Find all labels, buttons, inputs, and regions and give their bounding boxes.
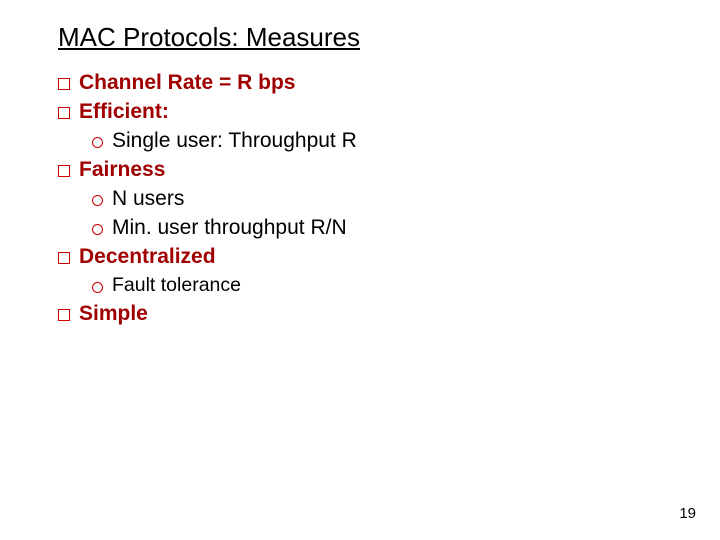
circle-bullet-icon bbox=[92, 224, 103, 235]
bullet-efficient: Efficient: bbox=[58, 100, 662, 124]
bullet-text: Simple bbox=[79, 302, 148, 326]
subbullet-text: Single user: Throughput R bbox=[112, 129, 357, 153]
subbullet-n-users: N users bbox=[92, 187, 662, 211]
bullet-simple: Simple bbox=[58, 302, 662, 326]
subbullet-min-user: Min. user throughput R/N bbox=[92, 216, 662, 240]
subbullet-text: Min. user throughput R/N bbox=[112, 216, 347, 240]
slide-title: MAC Protocols: Measures bbox=[58, 22, 662, 53]
circle-bullet-icon bbox=[92, 282, 103, 293]
subbullet-text: Fault tolerance bbox=[112, 274, 241, 297]
square-bullet-icon bbox=[58, 165, 70, 177]
square-bullet-icon bbox=[58, 252, 70, 264]
circle-bullet-icon bbox=[92, 137, 103, 148]
page-number: 19 bbox=[679, 505, 696, 522]
square-bullet-icon bbox=[58, 78, 70, 90]
bullet-text: Channel Rate = R bps bbox=[79, 71, 295, 95]
bullet-fairness: Fairness bbox=[58, 158, 662, 182]
bullet-text: Fairness bbox=[79, 158, 165, 182]
subbullet-text: N users bbox=[112, 187, 184, 211]
bullet-text: Decentralized bbox=[79, 245, 216, 269]
bullet-channel-rate: Channel Rate = R bps bbox=[58, 71, 662, 95]
subbullet-fault-tolerance: Fault tolerance bbox=[92, 274, 662, 297]
square-bullet-icon bbox=[58, 107, 70, 119]
bullet-text: Efficient: bbox=[79, 100, 169, 124]
bullet-decentralized: Decentralized bbox=[58, 245, 662, 269]
subbullet-single-user: Single user: Throughput R bbox=[92, 129, 662, 153]
circle-bullet-icon bbox=[92, 195, 103, 206]
square-bullet-icon bbox=[58, 309, 70, 321]
